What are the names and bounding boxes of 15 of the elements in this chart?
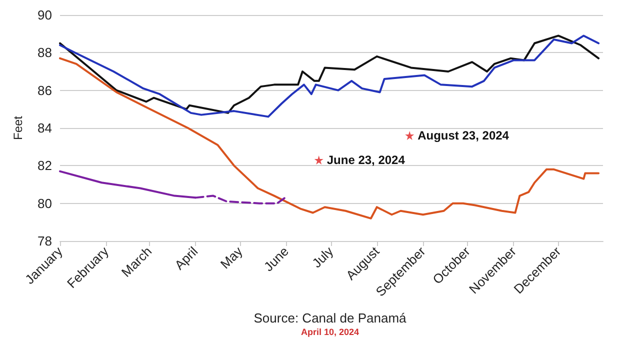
text: April 10, 2024 (300, 327, 360, 337)
y-tick-label: 84 (38, 120, 52, 136)
source-note: Source: Canal de Panamá (254, 310, 408, 326)
y-tick-label: 86 (38, 82, 52, 98)
annotation: June 23, 2024 (326, 153, 406, 168)
y-tick-label: 90 (38, 8, 52, 22)
annotation: August 23, 2024 (418, 128, 510, 143)
y-tick-label: 82 (38, 158, 52, 174)
y-axis-title: Feet (11, 115, 25, 140)
y-tick-label: 78 (38, 234, 52, 248)
x-tick-label: May (217, 243, 246, 272)
y-tick-label: 88 (38, 45, 52, 60)
x-tick-label: July (309, 243, 336, 271)
line-series (59, 57, 600, 220)
y-tick-label: 80 (38, 196, 52, 211)
